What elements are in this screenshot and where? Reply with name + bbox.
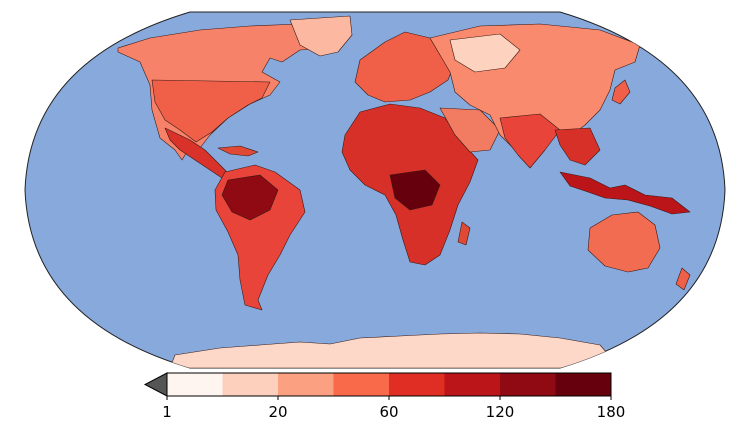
landmass-indonesia bbox=[559, 171, 691, 215]
colorbar-tick-label: 60 bbox=[379, 403, 398, 421]
landmass-caribbean bbox=[217, 145, 259, 157]
landmass-south-asia bbox=[499, 113, 561, 169]
colorbar-tick-label: 180 bbox=[597, 403, 626, 421]
colorbar-segment bbox=[278, 373, 334, 396]
colorbar-tick-label: 1 bbox=[162, 403, 172, 421]
landmass-new-zealand bbox=[675, 267, 691, 291]
landmass-greenland bbox=[289, 15, 353, 57]
colorbar: 1 20 60 120 180 bbox=[143, 372, 626, 421]
colorbar-tick-label: 120 bbox=[486, 403, 515, 421]
colorbar-segment bbox=[555, 373, 612, 396]
landmass-central-africa bbox=[389, 169, 441, 211]
landmass-southeast-asia bbox=[554, 127, 601, 166]
landmass-siberia-light bbox=[449, 33, 521, 73]
colorbar-segment bbox=[333, 373, 390, 396]
landmass-amazon bbox=[221, 174, 279, 221]
colorbar-segment bbox=[500, 373, 556, 396]
colorbar-segment bbox=[444, 373, 501, 396]
landmass-madagascar bbox=[457, 221, 471, 246]
colorbar-segment bbox=[167, 373, 223, 396]
colorbar-segment bbox=[389, 373, 445, 396]
landmass-australia bbox=[587, 211, 661, 273]
landmass-usa bbox=[151, 79, 271, 143]
colorbar-tick-label: 20 bbox=[268, 403, 287, 421]
colorbar-segment bbox=[222, 373, 279, 396]
landmass-japan bbox=[611, 79, 631, 105]
colorbar-under-triangle bbox=[143, 372, 168, 397]
landmass-europe bbox=[354, 31, 456, 103]
